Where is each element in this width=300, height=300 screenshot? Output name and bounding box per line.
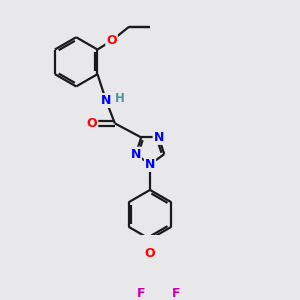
Text: N: N xyxy=(101,94,111,107)
Text: H: H xyxy=(115,92,125,105)
Text: F: F xyxy=(137,287,146,300)
Text: N: N xyxy=(130,148,141,160)
Text: N: N xyxy=(145,158,155,171)
Text: F: F xyxy=(172,287,181,300)
Text: O: O xyxy=(87,117,97,130)
Text: O: O xyxy=(145,247,155,260)
Text: O: O xyxy=(106,34,117,47)
Text: N: N xyxy=(154,131,164,144)
